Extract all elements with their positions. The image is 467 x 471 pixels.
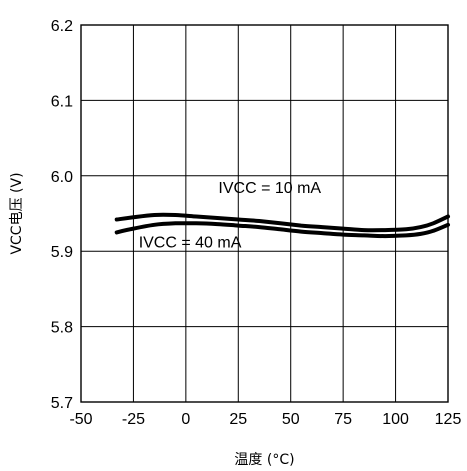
y-tick-label: 6.1 xyxy=(51,93,73,110)
series-line-0 xyxy=(114,212,450,233)
grid-lines xyxy=(81,25,448,402)
annotation-layer: IVCC = 10 mA IVCC = 40 mA xyxy=(139,180,322,251)
series-line-1 xyxy=(114,221,450,239)
series-annotation: IVCC = 10 mA xyxy=(218,180,321,197)
x-tick-label: 25 xyxy=(229,411,247,428)
y-axis-title: VCC电压 (V) xyxy=(9,172,25,254)
y-tick-label: 5.8 xyxy=(51,320,73,337)
series-annotation: IVCC = 40 mA xyxy=(139,234,242,251)
x-tick-label: 125 xyxy=(435,411,462,428)
x-tick-label: -25 xyxy=(122,411,145,428)
x-tick-label: 100 xyxy=(382,411,409,428)
y-tick-label: 6.2 xyxy=(51,18,73,35)
series-layer xyxy=(114,212,450,239)
x-tick-label: 75 xyxy=(334,411,352,428)
tick-labels: -50 -25 0 25 50 75 100 125 6.2 6.1 6.0 5.9 5.8 5.7 xyxy=(51,18,462,428)
x-axis-title: 温度 (°C) xyxy=(234,452,294,468)
x-tick-label: 0 xyxy=(181,411,190,428)
plot-frame xyxy=(80,24,449,403)
x-tick-label: 50 xyxy=(282,411,300,428)
x-tick-label: -50 xyxy=(69,411,92,428)
y-tick-label: 5.7 xyxy=(51,395,73,412)
y-tick-label: 5.9 xyxy=(51,244,73,261)
y-tick-label: 6.0 xyxy=(51,169,73,186)
